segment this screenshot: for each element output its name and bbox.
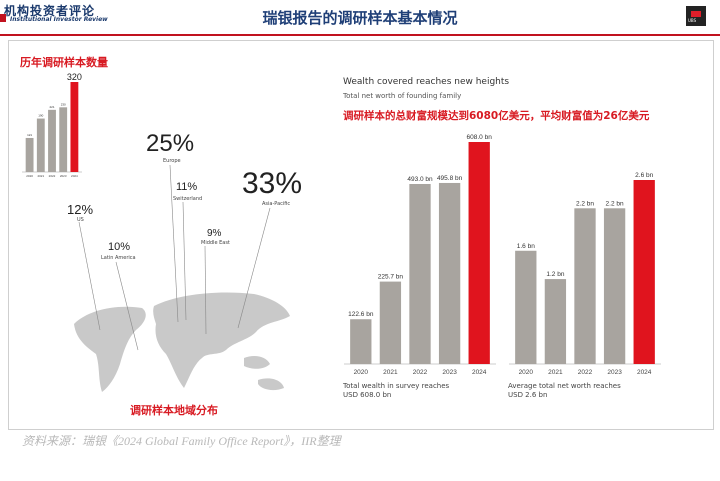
logo-cn: 机构投资者评论	[4, 4, 96, 18]
bar-value-label: 2.6 bn	[635, 172, 653, 179]
ubs-logo-icon: UBS	[686, 6, 706, 26]
x-tick-label: 2021	[37, 174, 44, 178]
total-caption-line1: Total wealth in survey reaches	[343, 382, 450, 390]
x-tick-label: 2021	[548, 369, 563, 376]
bar-2023	[59, 107, 68, 172]
bar-2020	[350, 319, 372, 364]
region-pct-middle-east: 9%	[207, 228, 222, 239]
bar-value-label: 2.2 bn	[606, 200, 624, 207]
bar-2023	[603, 208, 626, 364]
source-note: 资料来源：瑞银《2024 Global Family Office Report…	[22, 434, 341, 448]
bar-2024	[633, 180, 655, 364]
average-wealth-chart: 1.6 bn 2020 1.2 bn 2021 2.2 bn 2022 2.2 bn 2023…	[509, 172, 661, 376]
bar-value-label: 493.0 bn	[407, 176, 433, 183]
logo-flag-icon	[0, 14, 6, 22]
total-caption-line2: USD 608.0 bn	[343, 391, 392, 399]
x-tick-label: 2024	[637, 369, 652, 376]
bar-2022	[574, 208, 596, 364]
bar-2022	[409, 183, 431, 364]
bar-value-label: 221	[49, 105, 54, 109]
x-tick-label: 2023	[607, 369, 622, 376]
bar-2024	[468, 142, 490, 364]
header-rule	[0, 34, 720, 36]
x-tick-label: 2023	[60, 174, 67, 178]
bar-2021	[379, 281, 402, 364]
bar-value-label: 495.8 bn	[437, 175, 463, 182]
bar-value-label: 190	[38, 114, 43, 118]
region-label-switzerland: Switzerland	[173, 196, 203, 202]
region-pct-asia-pacific: 33%	[242, 167, 303, 200]
map-landmass-americas	[74, 306, 146, 392]
bar-value-label: 121	[27, 133, 32, 137]
region-label-europe: Europe	[163, 158, 181, 164]
region-pct-switzerland: 11%	[176, 181, 198, 193]
x-tick-label: 2024	[472, 369, 487, 376]
bar-2021	[36, 118, 45, 172]
total-wealth-caption: Total wealth in survey reaches USD 608.0…	[343, 382, 449, 400]
x-tick-label: 2024	[71, 174, 78, 178]
logo-en: Institutional Investor Review	[10, 16, 108, 23]
x-tick-label: 2020	[26, 174, 33, 178]
region-pct-us: 12%	[67, 202, 94, 217]
total-wealth-chart: 122.6 bn 2020 225.7 bn 2021 493.0 bn 2022 495.…	[344, 134, 496, 376]
region-pct-latin-america: 10%	[108, 241, 131, 253]
avg-caption-line1: Average total net worth reaches	[508, 382, 621, 390]
x-tick-label: 2022	[578, 369, 593, 376]
bar-value-label: 1.2 bn	[546, 271, 564, 278]
map-title: 调研样本地域分布	[130, 404, 218, 417]
region-label-latin-america: Latin America	[101, 255, 136, 261]
sample-count-title: 历年调研样本数量	[20, 56, 108, 69]
wealth-subtitle-en: Total net worth of founding family	[343, 92, 462, 100]
region-label-us: US	[77, 217, 84, 223]
content-panel	[8, 40, 714, 430]
bar-value-label: 230	[61, 102, 66, 106]
x-tick-label: 2021	[383, 369, 398, 376]
wealth-title-en: Wealth covered reaches new heights	[343, 77, 510, 87]
bar-value-label: 2.2 bn	[576, 200, 594, 207]
x-tick-label: 2022	[49, 174, 56, 178]
sample-count-chart: 121 2020 190 2021 221 2022 230 2023 320 2024	[22, 72, 82, 178]
map-landmass-islands	[244, 356, 284, 391]
x-tick-label: 2022	[413, 369, 428, 376]
bar-value-label: 1.6 bn	[517, 243, 535, 250]
bar-value-label: 320	[67, 72, 82, 82]
wealth-subtitle-cn: 调研样本的总财富规模达到6080亿美元，平均财富值为26亿美元	[343, 110, 650, 122]
x-tick-label: 2020	[354, 369, 369, 376]
bar-2022	[48, 109, 56, 172]
bar-value-label: 608.0 bn	[467, 134, 493, 141]
brand-tag: UBS	[688, 18, 697, 23]
bar-2020	[25, 137, 34, 172]
avg-caption-line2: USD 2.6 bn	[508, 391, 548, 399]
bar-value-label: 225.7 bn	[378, 274, 404, 281]
x-tick-label: 2020	[519, 369, 534, 376]
bar-2020	[515, 250, 537, 364]
average-wealth-caption: Average total net worth reaches USD 2.6 …	[508, 382, 621, 400]
header: 机构投资者评论 Institutional Investor Review 瑞银…	[0, 0, 720, 34]
world-map	[74, 292, 290, 392]
region-pct-europe: 25%	[146, 130, 195, 157]
bar-2021	[544, 279, 567, 364]
bar-2023	[438, 182, 461, 364]
bar-2024	[70, 82, 79, 172]
region-label-asia-pacific: Asia-Pacific	[262, 201, 291, 207]
bar-value-label: 122.6 bn	[348, 311, 374, 318]
region-label-middle-east: Middle East	[201, 240, 230, 246]
page-title: 瑞银报告的调研样本基本情况	[262, 9, 458, 27]
map-landmass-eurasia	[153, 292, 290, 388]
x-tick-label: 2023	[442, 369, 457, 376]
